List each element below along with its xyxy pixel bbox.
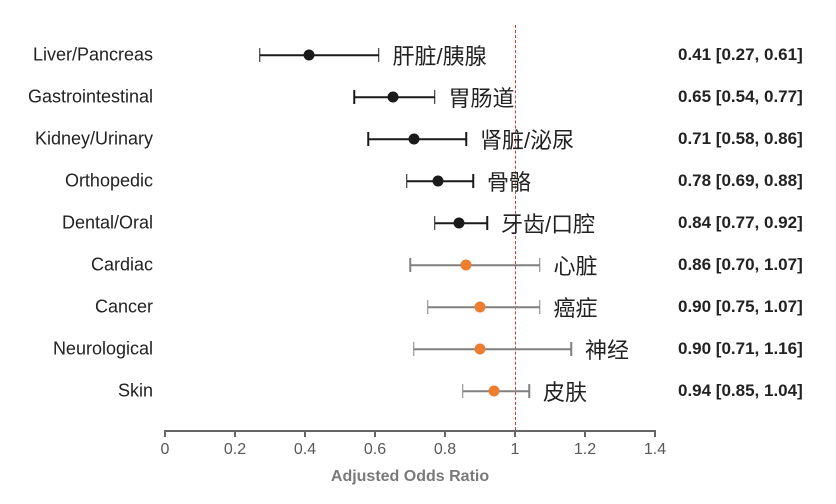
x-tick-label: 1 [511, 441, 520, 459]
x-tick-mark [164, 430, 166, 437]
row-stat: 0.94 [0.85, 1.04] [678, 381, 803, 401]
row-label-zh: 心脏 [554, 249, 598, 281]
x-tick-mark [304, 430, 306, 437]
row-stat: 0.41 [0.27, 0.61] [678, 45, 803, 65]
row-label-zh: 骨骼 [487, 165, 531, 197]
x-tick-label: 0.8 [434, 441, 456, 459]
ci-cap-high [486, 216, 488, 230]
row-stat: 0.90 [0.71, 1.16] [678, 339, 803, 359]
x-tick-mark [514, 430, 516, 437]
row-label: Liver/Pancreas [33, 45, 153, 66]
row-stat: 0.71 [0.58, 0.86] [678, 129, 803, 149]
ci-cap-high [434, 90, 436, 104]
ci-cap-low [367, 132, 369, 146]
ci-cap-high [472, 174, 474, 188]
x-axis-title: Adjusted Odds Ratio [331, 468, 489, 486]
row-stat: 0.84 [0.77, 0.92] [678, 213, 803, 233]
x-axis-line [165, 430, 655, 432]
ci-cap-low [406, 174, 408, 188]
row-label: Dental/Oral [62, 213, 153, 234]
ci-cap-high [570, 342, 572, 356]
row-label: Kidney/Urinary [35, 129, 153, 150]
x-tick-mark [234, 430, 236, 437]
row-label-zh: 肝脏/胰腺 [393, 39, 487, 71]
ci-cap-low [427, 300, 429, 314]
x-tick-label: 0.6 [364, 441, 386, 459]
point-marker [489, 386, 500, 397]
row-label: Gastrointestinal [28, 87, 153, 108]
ci-cap-high [465, 132, 467, 146]
row-stat: 0.78 [0.69, 0.88] [678, 171, 803, 191]
point-marker [433, 176, 444, 187]
row-label-zh: 牙齿/口腔 [501, 207, 595, 239]
point-marker [461, 260, 472, 271]
ci-bar [414, 348, 572, 350]
point-marker [475, 344, 486, 355]
row-label-zh: 胃肠道 [449, 81, 515, 113]
ci-cap-high [378, 48, 380, 62]
x-tick-label: 0.4 [294, 441, 316, 459]
x-tick-mark [584, 430, 586, 437]
ci-cap-low [462, 384, 464, 398]
forest-plot: 0 0.2 0.4 0.6 0.8 1 1.2 1.4 Adjusted Odds Ratio L… [0, 0, 836, 504]
row-label: Cancer [95, 297, 153, 318]
x-tick-label: 0 [161, 441, 170, 459]
ci-cap-low [434, 216, 436, 230]
x-tick-label: 0.2 [224, 441, 246, 459]
row-label-zh: 神经 [585, 333, 629, 365]
x-tick-label: 1.2 [574, 441, 596, 459]
ci-cap-high [528, 384, 530, 398]
point-marker [475, 302, 486, 313]
row-stat: 0.86 [0.70, 1.07] [678, 255, 803, 275]
x-tick-mark [444, 430, 446, 437]
x-tick-label: 1.4 [644, 441, 666, 459]
point-marker [408, 134, 419, 145]
row-stat: 0.90 [0.75, 1.07] [678, 297, 803, 317]
x-tick-mark [654, 430, 656, 437]
row-label: Cardiac [91, 255, 153, 276]
row-label-zh: 皮肤 [543, 375, 587, 407]
row-label: Skin [118, 381, 153, 402]
row-label: Neurological [53, 339, 153, 360]
ci-cap-high [539, 300, 541, 314]
point-marker [454, 218, 465, 229]
ci-bar [410, 264, 540, 266]
x-tick-mark [374, 430, 376, 437]
row-label-zh: 癌症 [554, 291, 598, 323]
ci-cap-high [539, 258, 541, 272]
ci-bar [260, 54, 379, 56]
row-label: Orthopedic [65, 171, 153, 192]
row-label-zh: 肾脏/泌尿 [480, 123, 574, 155]
row-stat: 0.65 [0.54, 0.77] [678, 87, 803, 107]
ci-cap-low [409, 258, 411, 272]
ci-cap-low [413, 342, 415, 356]
ci-cap-low [259, 48, 261, 62]
point-marker [303, 50, 314, 61]
point-marker [387, 92, 398, 103]
ci-cap-low [353, 90, 355, 104]
